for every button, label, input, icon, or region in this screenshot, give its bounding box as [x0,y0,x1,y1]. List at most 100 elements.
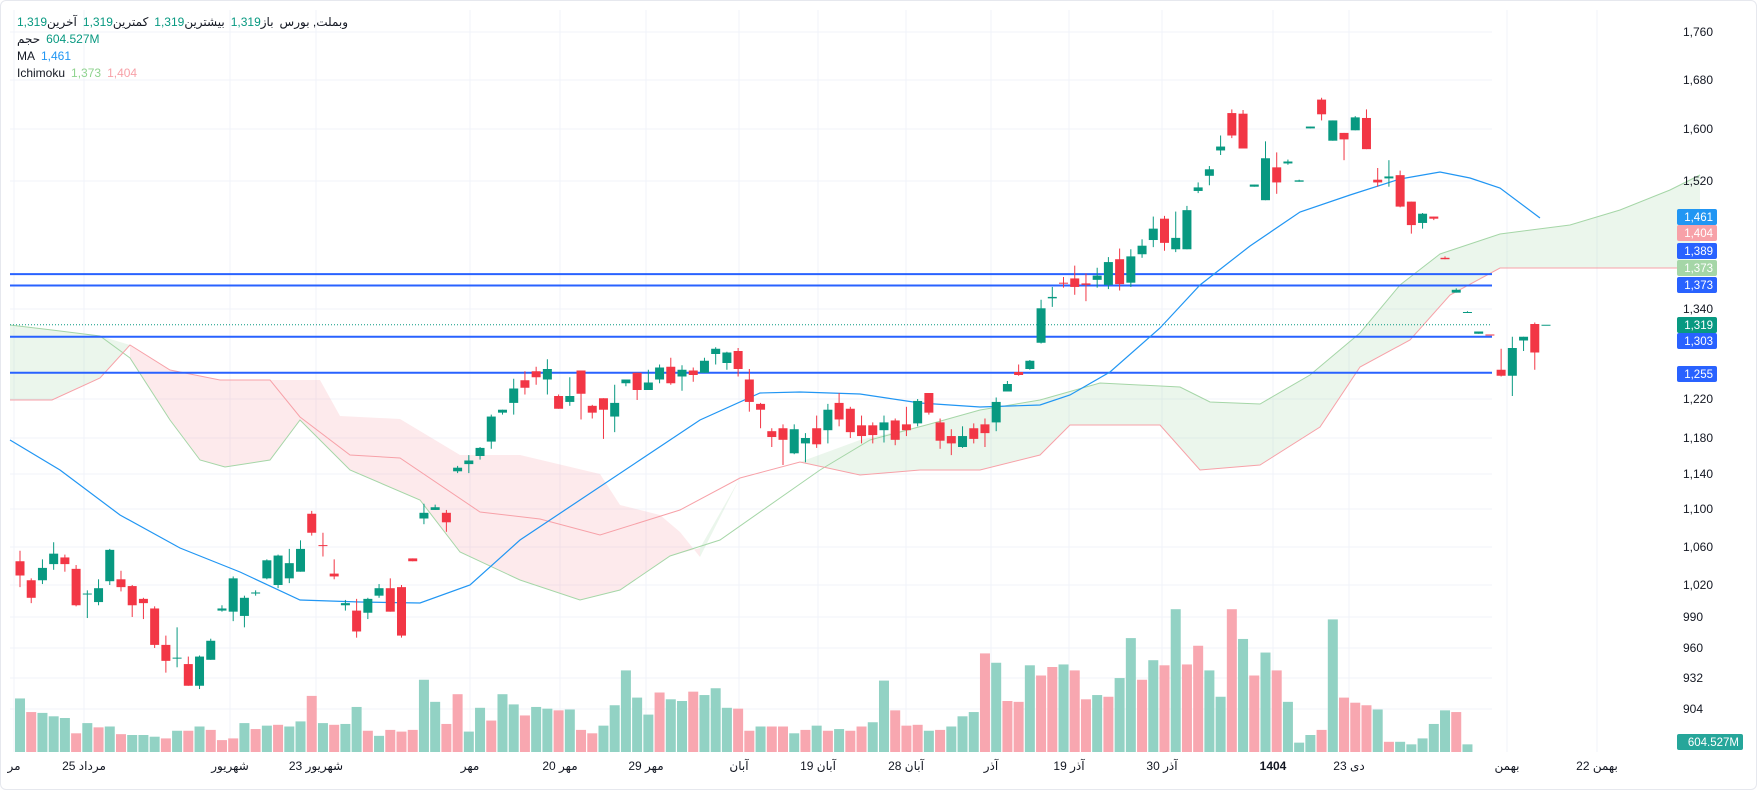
ichimoku-row[interactable]: Ichimoku 1,373 1,404 [17,65,348,82]
candle-body [1204,169,1214,176]
candle-body [1384,176,1394,179]
volume-bar [374,735,385,752]
volume-row[interactable]: حجم 604.527M [17,31,348,48]
volume-bar [811,725,822,752]
chart-legend: وبملت, بورس باز1,319 بیشترین1,319 کمترین… [17,14,348,82]
cloud-fill-green [700,175,1700,557]
candle-body [1070,278,1080,287]
candle [397,585,406,638]
volume-value: 604.527M [46,32,100,46]
candle [699,357,709,373]
volume-bar [1159,665,1170,752]
volume-bar [968,712,979,752]
volume-bar [239,723,250,752]
volume-bar [1215,696,1226,752]
price-tag-bg [1677,277,1717,293]
candle-body [1485,334,1495,336]
x-axis: مر 25 مرداد شهریور 23 شهریور مهر 20 مهر 29 مهر… [6,758,1617,774]
candle-body [385,588,395,612]
candle-body [475,447,485,456]
volume-bar [901,725,912,752]
candle [116,570,126,592]
ma-row[interactable]: MA 1,461 [17,48,348,65]
volume-bar [407,729,418,752]
volume-bar [1047,667,1058,752]
candle-body [778,428,788,440]
y-tick-label: 1,020 [1683,578,1713,592]
candle-body [1182,210,1192,250]
candle [520,371,530,395]
candle [1249,184,1259,187]
candle-body [946,436,956,444]
volume-bar [59,718,70,752]
ohlc-low: کمترین1,319 [82,15,149,29]
volume-bar [1137,679,1148,752]
candle-body [1406,201,1416,226]
y-tick-label: 1,180 [1683,431,1713,445]
symbol-name[interactable]: وبملت, بورس [279,15,349,29]
volume-bar [1036,675,1047,752]
candle-body [363,598,373,613]
y-axis: 1,760 1,680 1,600 1,520 1,340 1,220 1,180 1,140… [1683,25,1713,716]
candle [273,554,283,589]
candle-body [1216,146,1226,151]
candle-body [1160,218,1169,243]
volume-bar [149,736,160,752]
ohlc-close: آخرین1,319 [17,15,77,29]
candle [340,599,350,611]
candle [464,455,474,474]
candle-body [340,603,350,606]
volume-bar [946,726,957,752]
volume-bar [1282,701,1293,752]
candle [1328,120,1338,141]
candle-body [1541,324,1551,326]
candle-body [1092,275,1102,280]
candle-body [419,512,429,519]
candle-body [1227,113,1237,136]
candle-body [554,396,564,409]
candle-body [1451,289,1461,293]
candle [1260,141,1270,201]
candle [1014,364,1024,376]
volume-bar [396,731,407,752]
candle [1294,179,1304,182]
candle [711,347,721,365]
volume-bar [654,692,665,752]
candle [374,584,384,598]
candle [1305,126,1315,129]
candle [1070,265,1080,295]
volume-bar [643,714,654,752]
candle [767,428,777,447]
y-tick-label: 1,140 [1683,467,1713,481]
candle [587,404,597,419]
volume-bar [340,723,351,752]
candle [296,540,306,572]
volume-bar [935,729,946,752]
volume-bar [1024,665,1035,752]
candle [823,403,833,444]
candle-body [834,402,844,420]
volume-bar [755,726,766,752]
candle-body [1148,228,1158,241]
candle [1204,166,1214,186]
candle-body [857,425,867,437]
candle [239,595,249,628]
volume-bar [475,707,486,752]
candle-body [935,422,945,441]
candle [352,598,362,638]
candle-body [453,467,463,472]
ma-label: MA [17,49,35,63]
candle-body [82,593,92,595]
grid [10,10,1598,752]
volume-bar [1339,697,1350,752]
candle [1115,248,1125,291]
candle-body [1025,360,1035,369]
candle [1193,182,1203,194]
volume-bar [598,725,609,752]
candle [1171,211,1181,253]
candle-body [486,416,496,442]
candle-body [1317,99,1327,115]
candle [1462,311,1472,313]
x-tick-label: 20 مهر [542,759,577,774]
